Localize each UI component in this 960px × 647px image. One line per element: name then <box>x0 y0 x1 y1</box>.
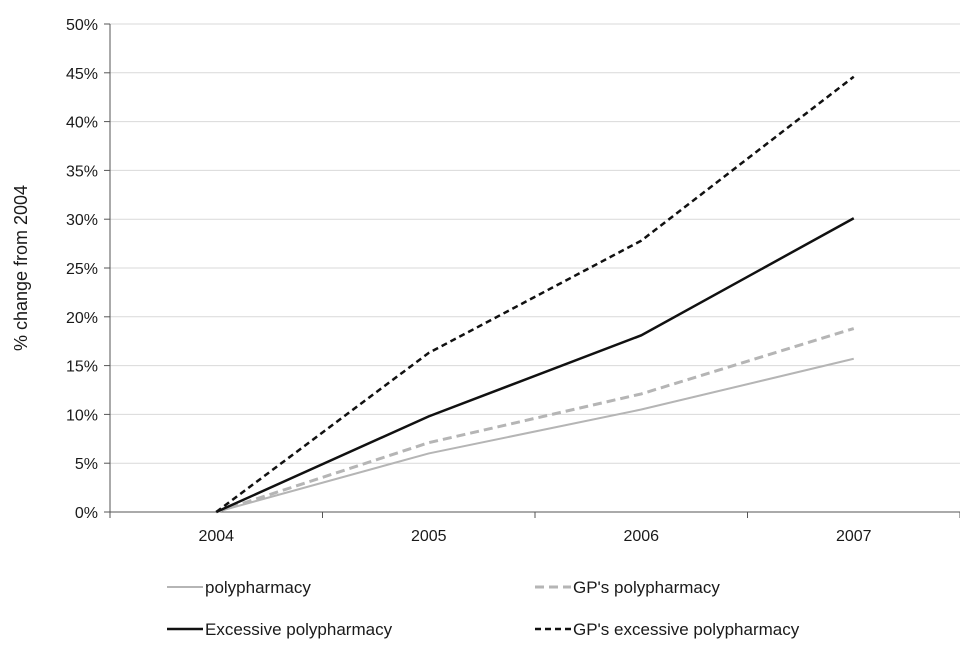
x-tick-label: 2004 <box>198 528 234 545</box>
y-tick-label: 30% <box>66 212 98 229</box>
legend-label: GP's excessive polypharmacy <box>573 620 800 639</box>
legend-label: Excessive polypharmacy <box>205 620 393 639</box>
legend: polypharmacy GP's polypharmacy Excessive p… <box>167 578 800 639</box>
x-tick-label: 2007 <box>836 528 872 545</box>
y-tick-label: 45% <box>66 66 98 83</box>
series-line-polypharmacy <box>215 357 854 513</box>
y-tick-label: 15% <box>66 359 98 376</box>
series-line-gp-s-polypharmacy <box>215 327 855 514</box>
y-axis-label: % change from 2004 <box>11 185 31 351</box>
series-line-excessive-polypharmacy <box>215 217 855 514</box>
y-tick-label: 10% <box>66 407 98 424</box>
legend-item: polypharmacy <box>167 578 311 597</box>
y-tick-label: 35% <box>66 163 98 180</box>
x-tick-label: 2006 <box>623 528 659 545</box>
y-tick-label: 20% <box>66 310 98 327</box>
tick-labels: 0% 5% 10% 15% 20% 25% 30% 35% 40% 45% 50% 2004 2005 2… <box>66 17 872 545</box>
y-tick-label: 25% <box>66 261 98 278</box>
legend-label: GP's polypharmacy <box>573 578 720 597</box>
y-tick-label: 5% <box>75 456 98 473</box>
legend-item: Excessive polypharmacy <box>167 620 393 639</box>
x-tick-label: 2005 <box>411 528 447 545</box>
y-tick-label: 40% <box>66 115 98 132</box>
legend-label: polypharmacy <box>205 578 311 597</box>
legend-item: GP's excessive polypharmacy <box>535 620 800 639</box>
axes <box>104 23 960 518</box>
series-line-gp-s-excessive-polypharmacy <box>215 75 855 514</box>
y-tick-label: 0% <box>75 505 98 522</box>
series-lines <box>215 75 855 514</box>
gridlines <box>110 23 960 464</box>
y-tick-label: 50% <box>66 17 98 34</box>
legend-item: GP's polypharmacy <box>535 578 720 597</box>
